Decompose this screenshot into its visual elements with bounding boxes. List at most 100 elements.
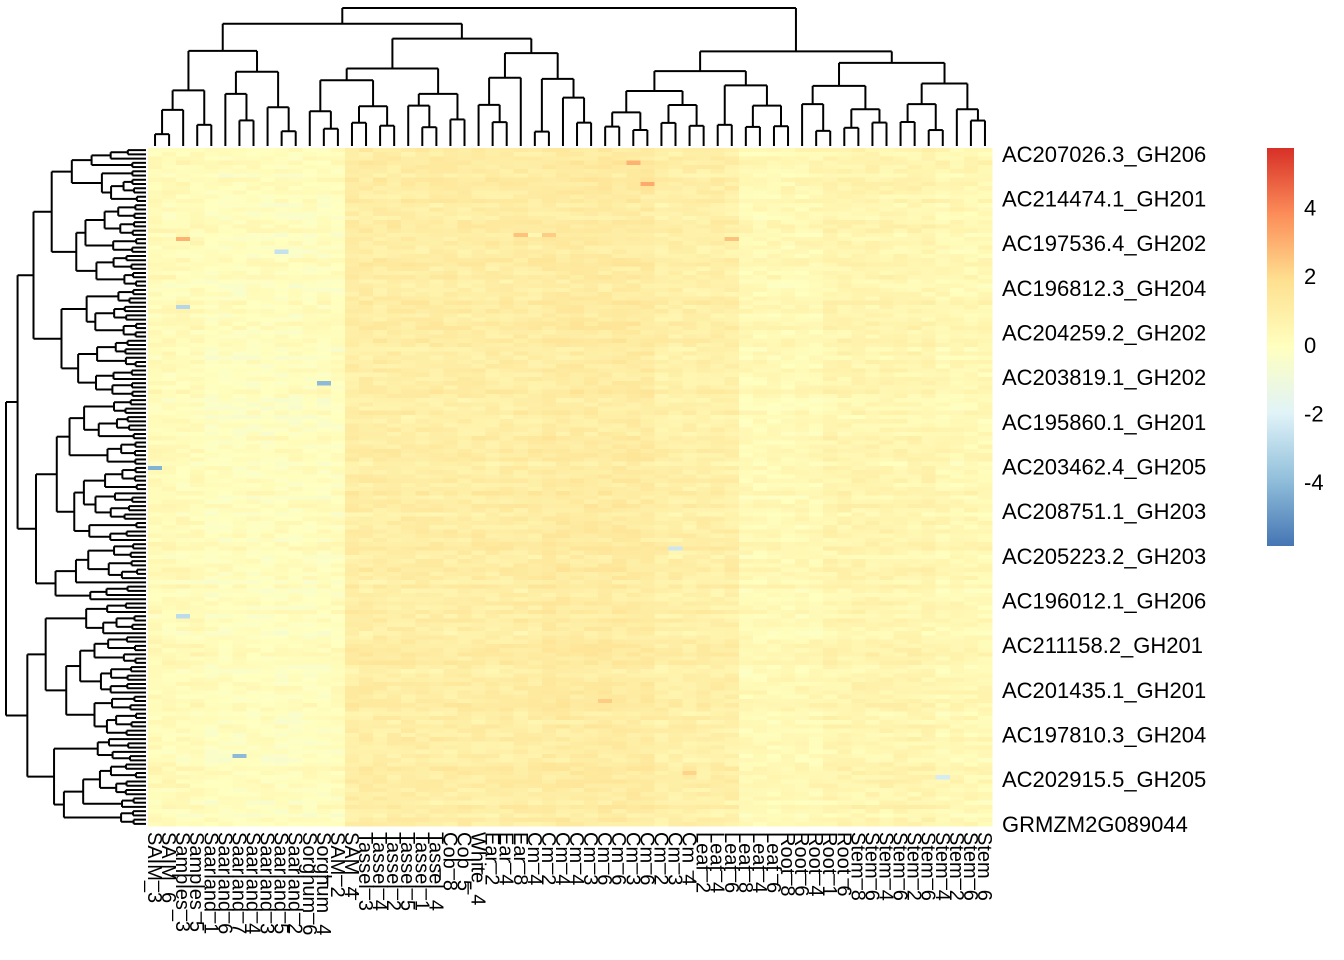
heatmap-cell [738, 236, 754, 242]
heatmap-cell [921, 325, 937, 331]
heatmap-cell [401, 220, 416, 225]
heatmap-cell [851, 186, 866, 191]
heatmap-cell [710, 215, 726, 221]
heatmap-cell [415, 355, 430, 361]
heatmap-cell [176, 381, 191, 386]
heatmap-cell [148, 321, 163, 327]
heatmap-cell [977, 364, 993, 369]
heatmap-cell [612, 262, 627, 268]
heatmap-cell [387, 414, 402, 420]
heatmap-cell [485, 419, 501, 424]
heatmap-cell [260, 334, 275, 340]
heatmap-cell [288, 351, 304, 357]
heatmap-cell [752, 317, 768, 323]
heatmap-cell [682, 241, 697, 246]
heatmap-cell [640, 152, 655, 157]
heatmap-cell [921, 266, 937, 272]
heatmap-cell [387, 444, 402, 450]
heatmap-cell [668, 279, 683, 284]
heatmap-cell [752, 448, 768, 454]
heatmap-cell [457, 173, 472, 179]
heatmap-cell [710, 279, 726, 284]
heatmap-cell [626, 342, 641, 348]
heatmap-cell [865, 359, 880, 365]
heatmap-cell [218, 296, 233, 301]
heatmap-cell [949, 283, 965, 289]
heatmap-cell [851, 169, 866, 174]
heatmap-cell [738, 220, 754, 225]
heatmap-cell [640, 389, 655, 395]
heatmap-cell [654, 211, 669, 217]
heatmap-cell [977, 347, 993, 352]
heatmap-cell [218, 419, 233, 424]
heatmap-cell [246, 262, 261, 268]
heatmap-cell [373, 177, 388, 183]
heatmap-cell [935, 169, 951, 174]
heatmap-cell [330, 148, 346, 153]
heatmap-cell [935, 342, 951, 348]
heatmap-cell [935, 444, 951, 450]
heatmap-cell [359, 385, 374, 390]
heatmap-cell [935, 487, 951, 492]
heatmap-cell [443, 440, 458, 446]
heatmap-cell [654, 275, 669, 280]
heatmap-cell [682, 224, 697, 229]
heatmap-cell [513, 385, 529, 390]
heatmap-cell [344, 313, 360, 318]
heatmap-cell [963, 338, 979, 344]
heatmap-cell [204, 347, 219, 352]
heatmap-cell [696, 211, 712, 217]
heatmap-cell [485, 258, 501, 263]
heatmap-cell [274, 347, 290, 352]
heatmap-cell [359, 372, 374, 378]
heatmap-cell [682, 448, 697, 454]
heatmap-cell [513, 177, 529, 183]
heatmap-cell [415, 393, 430, 399]
heatmap-cell [162, 275, 177, 280]
heatmap-cell [570, 292, 585, 297]
heatmap-cell [471, 279, 486, 284]
heatmap-cell [499, 406, 515, 412]
heatmap-cell [654, 402, 669, 407]
heatmap-cell [485, 347, 501, 352]
heatmap-cell [443, 461, 458, 467]
heatmap-cell [710, 220, 726, 225]
heatmap-cell [541, 211, 557, 217]
heatmap-cell [176, 470, 191, 475]
heatmap-cell [429, 487, 444, 492]
heatmap-cell [865, 253, 880, 259]
heatmap-cell [274, 198, 290, 204]
heatmap-cell [682, 292, 697, 297]
heatmap-cell [359, 317, 374, 323]
heatmap-cell [499, 436, 515, 441]
heatmap-cell [766, 487, 782, 492]
heatmap-cell [879, 393, 894, 399]
heatmap-cell [176, 304, 191, 310]
heatmap-cell [654, 207, 669, 212]
heatmap-cell [823, 385, 838, 390]
heatmap-cell [246, 470, 261, 475]
heatmap-cell [766, 220, 782, 225]
heatmap-cell [795, 300, 810, 306]
heatmap-cell [148, 283, 163, 289]
heatmap-cell [879, 262, 894, 268]
heatmap-cell [260, 414, 275, 420]
heatmap-cell [654, 181, 669, 187]
heatmap-cell [232, 465, 247, 471]
heatmap-cell [879, 431, 894, 437]
heatmap-cell [190, 410, 205, 416]
heatmap-cell [288, 287, 304, 293]
heatmap-cell [935, 156, 951, 162]
heatmap-cell [359, 266, 374, 272]
heatmap-cell [527, 351, 543, 357]
heatmap-cell [640, 368, 655, 373]
heatmap-cell [344, 444, 360, 450]
heatmap-cell [274, 169, 290, 174]
heatmap-cell [865, 491, 880, 496]
heatmap-cell [654, 152, 669, 157]
heatmap-cell [921, 173, 937, 179]
heatmap-cell [541, 491, 557, 496]
heatmap-cell [851, 448, 866, 454]
heatmap-cell [865, 440, 880, 446]
heatmap-cell [570, 300, 585, 306]
